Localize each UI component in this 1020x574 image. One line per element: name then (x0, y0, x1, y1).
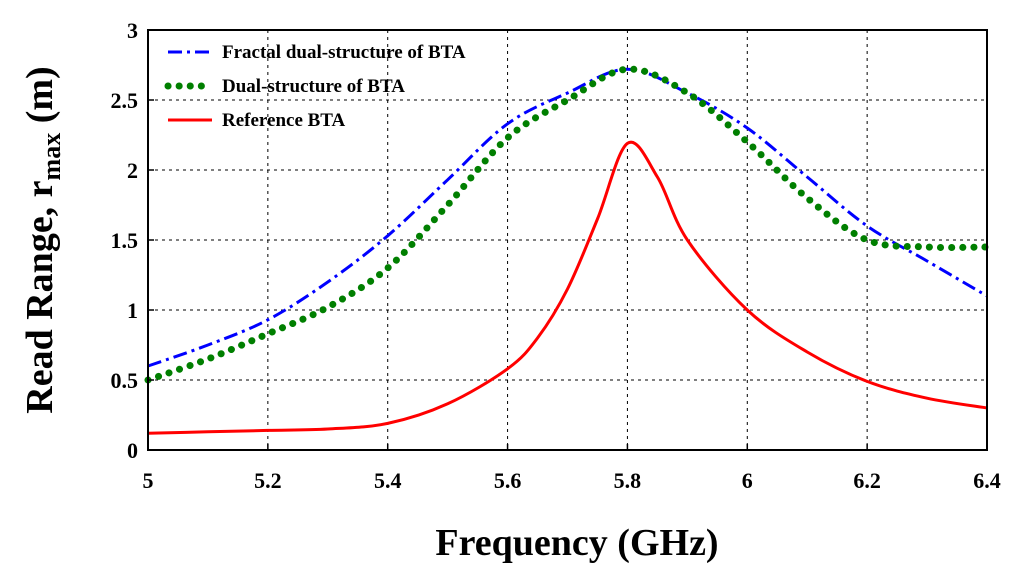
y-ticks: 0 0.5 1 1.5 2 2.5 3 (111, 18, 154, 463)
series-line-2 (144, 65, 991, 384)
x-axis-title: Frequency (GHz) (435, 522, 718, 564)
series-line-1 (147, 67, 988, 368)
series-layer (144, 65, 991, 435)
legend: Fractal dual-structure of BTA Dual-struct… (164, 42, 466, 131)
y-tick-label: 2 (127, 158, 138, 183)
x-tick-label: 6.4 (973, 468, 1001, 493)
y-tick-label: 1 (127, 298, 138, 323)
y-axis-title-unit: (m) (19, 66, 61, 132)
series-line-3 (147, 140, 988, 435)
x-tick-label: 5.2 (254, 468, 282, 493)
x-ticks: 5 5.2 5.4 5.6 5.8 6 6.2 6.4 (143, 444, 1001, 493)
y-axis-title: Read Range, rmax (m) (19, 66, 66, 413)
y-tick-label: 2.5 (111, 88, 139, 113)
y-tick-label: 0 (127, 438, 138, 463)
x-tick-label: 5.8 (614, 468, 642, 493)
y-tick-label: 0.5 (111, 368, 139, 393)
x-tick-label: 5.6 (494, 468, 522, 493)
legend-label-1: Fractal dual-structure of BTA (222, 42, 466, 63)
x-tick-label: 5.4 (374, 468, 402, 493)
y-axis-title-subscript: max (37, 133, 66, 181)
x-tick-label: 6.2 (853, 468, 881, 493)
y-tick-label: 3 (127, 18, 138, 43)
y-tick-label: 1.5 (111, 228, 139, 253)
x-tick-label: 6 (742, 468, 753, 493)
legend-label-3: Reference BTA (222, 110, 346, 131)
legend-label-2: Dual-structure of BTA (222, 76, 405, 97)
x-tick-label: 5 (143, 468, 154, 493)
y-axis-title-main: Read Range, r (19, 180, 61, 413)
